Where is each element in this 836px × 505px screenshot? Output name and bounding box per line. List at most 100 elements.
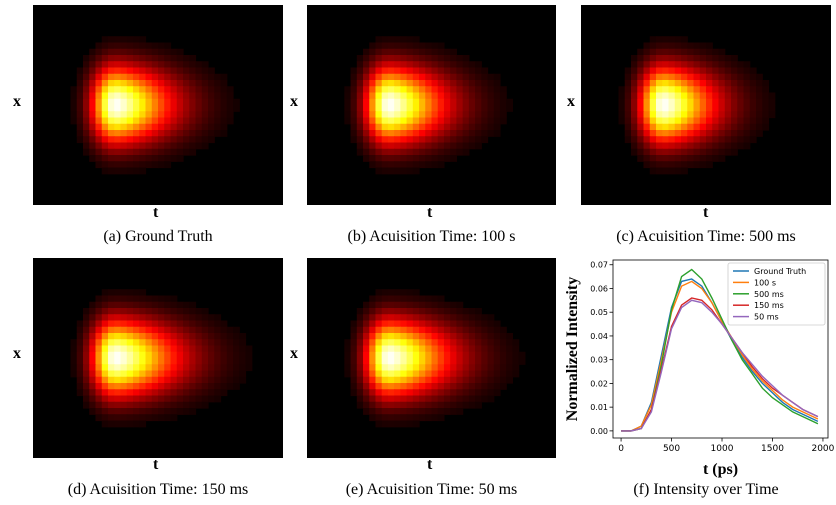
heatmap-cell [400,420,408,428]
heatmap-cell [419,389,426,397]
heatmap-cell [412,111,420,119]
heatmap-cell [369,48,377,56]
heatmap-cell [712,98,720,106]
heatmap-cell [475,345,482,353]
heatmap-cell [718,111,726,119]
heatmap-cell [693,161,701,169]
heatmap-cell [139,395,147,403]
heatmap-cell [487,320,495,328]
heatmap-cell [450,155,457,162]
heatmap-cell [493,111,501,119]
heatmap-cell [743,136,751,144]
heatmap-cell [487,111,495,119]
heatmap-cell [687,42,695,50]
heatmap-cell [220,320,228,328]
heatmap-cell [493,364,501,372]
heatmap-cell [114,383,122,390]
heatmap-cell [126,289,134,297]
heatmap-cell [101,364,109,372]
heatmap-cell [487,358,495,365]
heatmap-cell [443,98,451,106]
heatmap-cell [649,111,657,119]
heatmap-cell [387,326,395,334]
heatmap-cell [668,155,676,162]
heatmap-cell [462,401,470,409]
heatmap-cell [101,370,109,378]
heatmap-cell [387,48,395,56]
heatmap-cell [506,345,514,353]
heatmap-cell [363,105,370,112]
heatmap-cell [637,92,645,100]
t-axis-label-e: t [427,456,433,473]
heatmap-cell [699,161,707,169]
heatmap-cell [183,376,190,384]
heatmap-cell [487,339,495,347]
heatmap-cell [381,48,389,56]
heatmap-cell [145,333,153,340]
heatmap-cell [475,339,482,347]
heatmap-cell [400,105,408,112]
heatmap-cell [375,61,383,69]
heatmap-cell [718,142,726,150]
heatmap-cell [145,401,153,409]
heatmap-cell [400,98,408,106]
heatmap-cell [381,289,389,297]
heatmap-cell [120,67,128,75]
heatmap-cell [133,92,140,100]
heatmap-cell [662,61,670,69]
heatmap-cell [394,333,401,340]
heatmap-cell [693,130,701,137]
heatmap-cell [394,358,401,365]
heatmap-cell [693,67,701,75]
x-axis-title: t (ps) [703,461,738,478]
heatmap-cell [737,136,745,144]
heatmap-cell [195,376,203,384]
heatmap-cell [693,105,701,112]
heatmap-cell [176,308,184,315]
heatmap-cell [70,86,78,94]
heatmap-cell [120,414,128,422]
heatmap-cell [363,333,370,340]
heatmap-cell [662,161,670,169]
heatmap-cell [674,73,682,81]
heatmap-cell [356,130,364,137]
heatmap-cell [164,383,172,390]
heatmap-cell [462,333,470,340]
heatmap-cell [201,105,209,112]
heatmap-cell [195,130,203,137]
heatmap-cell [120,358,128,365]
heatmap-cell [369,161,377,169]
heatmap-cell [95,308,103,315]
heatmap-cell [662,73,670,81]
heatmap-cell [475,117,482,125]
heatmap-cell [437,314,445,322]
heatmap-cell [176,142,184,150]
heatmap-cell [687,55,695,62]
heatmap-cell [431,358,439,365]
heatmap-cell [369,142,377,150]
heatmap-cell [687,117,695,125]
heatmap-cell [95,61,103,69]
heatmap-cell [468,117,476,125]
heatmap-cell [114,73,122,81]
heatmap-cell [170,326,178,334]
heatmap-cell [170,389,178,397]
heatmap-cell [89,326,97,334]
heatmap-cell [189,301,197,309]
heatmap-cell [201,333,209,340]
heatmap-cell [387,383,395,390]
heatmap-cell [631,130,638,137]
heatmap-cell [412,36,420,44]
heatmap-cell [214,351,222,359]
heatmap-cell [481,383,489,390]
x-axis-label-a: x [13,93,21,110]
heatmap-cell [76,339,84,347]
heatmap-cell [431,55,439,62]
heatmap-cell [176,111,184,119]
heatmap-cell [406,130,414,137]
heatmap-cell [89,105,97,112]
heatmap-cell [406,86,414,94]
heatmap-cell [394,351,401,359]
heatmap-cell [749,92,757,100]
heatmap-cell [419,148,426,156]
